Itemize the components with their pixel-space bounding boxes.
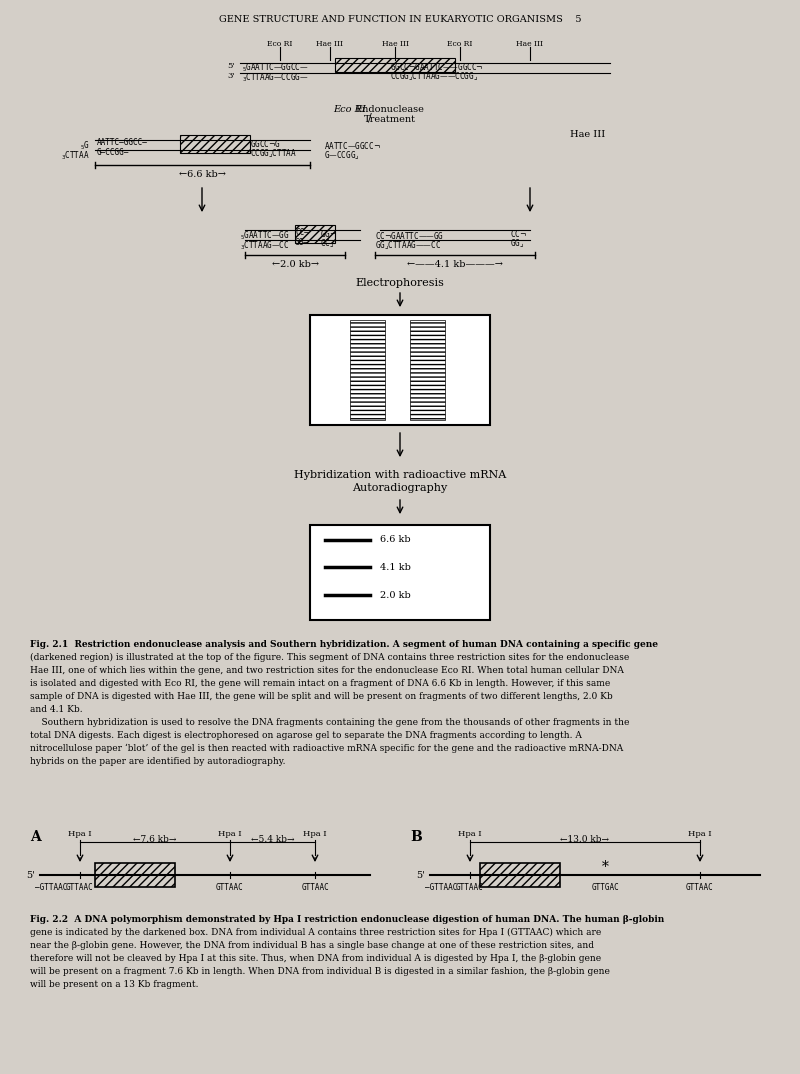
Text: will be present on a 13 Kb fragment.: will be present on a 13 Kb fragment. [30,979,198,989]
Text: CC$\neg$GAATTC——GG: CC$\neg$GAATTC——GG [375,230,444,241]
Text: ←13.0 kb→: ←13.0 kb→ [561,834,610,844]
Text: 5': 5' [416,871,425,880]
Text: GTTAAC: GTTAAC [216,883,244,892]
Text: Hae III: Hae III [517,40,543,48]
Text: Autoradiography: Autoradiography [352,483,448,493]
Text: and 4.1 Kb.: and 4.1 Kb. [30,705,82,714]
Text: B: B [410,830,422,844]
Text: Endonuclease: Endonuclease [355,105,425,114]
Text: ←6.6 kb→: ←6.6 kb→ [178,170,226,179]
Bar [410,320,445,420]
Text: Eco RI: Eco RI [334,105,366,114]
Text: G—CCGG—: G—CCGG— [97,148,130,157]
Text: 5': 5' [227,62,235,70]
Text: Fig. 2.1  Restriction endonuclease analysis and Southern hybridization. A segmen: Fig. 2.1 Restriction endonuclease analys… [30,640,658,649]
Text: gene is indicated by the darkened box. DNA from individual A contains three rest: gene is indicated by the darkened box. D… [30,928,602,938]
Text: therefore will not be cleaved by Hpa I at this site. Thus, when DNA from individ: therefore will not be cleaved by Hpa I a… [30,954,601,963]
Text: hybrids on the paper are identified by autoradiography.: hybrids on the paper are identified by a… [30,757,286,766]
Text: ←——4.1 kb———→: ←——4.1 kb———→ [407,260,503,268]
Text: GTTGAC: GTTGAC [591,883,619,892]
Text: Southern hybridization is used to resolve the DNA fragments containing the gene : Southern hybridization is used to resolv… [30,719,630,727]
Text: ←7.6 kb→: ←7.6 kb→ [134,834,177,844]
Text: GENE STRUCTURE AND FUNCTION IN EUKARYOTIC ORGANISMS    5: GENE STRUCTURE AND FUNCTION IN EUKARYOTI… [218,15,582,24]
Text: Hae III, one of which lies within the gene, and two restriction sites for the en: Hae III, one of which lies within the ge… [30,666,624,674]
Text: 6.6 kb: 6.6 kb [380,536,410,545]
Text: GTTAAC: GTTAAC [456,883,484,892]
Text: CCGG$\lrcorner$CTTAA: CCGG$\lrcorner$CTTAA [250,148,297,159]
Text: /: / [368,112,372,122]
Bar [310,525,490,620]
Text: is isolated and digested with Eco RI, the gene will remain intact on a fragment : is isolated and digested with Eco RI, th… [30,679,610,688]
Text: 3': 3' [227,72,235,79]
Text: nitrocellulose paper ‘blot’ of the gel is then reacted with radioactive mRNA spe: nitrocellulose paper ‘blot’ of the gel i… [30,744,623,753]
Text: total DNA digests. Each digest is electrophoresed on agarose gel to separate the: total DNA digests. Each digest is electr… [30,731,582,740]
Bar [480,863,560,887]
Text: CC$\neg$: CC$\neg$ [510,228,527,240]
Text: Hae III: Hae III [570,130,606,139]
Bar [310,315,490,425]
Text: $_5$GAATTC—GGCC—: $_5$GAATTC—GGCC— [242,61,309,73]
Text: CCGG$\lrcorner$CTTAAG——CCGG$\lrcorner$: CCGG$\lrcorner$CTTAAG——CCGG$\lrcorner$ [390,71,478,83]
Text: Electrophoresis: Electrophoresis [355,278,445,288]
Text: Hybridization with radioactive mRNA: Hybridization with radioactive mRNA [294,470,506,480]
Bar [180,135,250,153]
Text: GTTAAC: GTTAAC [686,883,714,892]
Text: GGCC$\neg$GAATTC——GGCC$\neg$: GGCC$\neg$GAATTC——GGCC$\neg$ [390,61,483,72]
Text: (darkened region) is illustrated at the top of the figure. This segment of DNA c: (darkened region) is illustrated at the … [30,653,630,663]
Text: Treatment: Treatment [364,115,416,124]
Text: $_5$GAATTC—GG: $_5$GAATTC—GG [240,230,290,243]
Text: 4.1 kb: 4.1 kb [380,563,411,571]
Text: G—CCGG$\lrcorner$: G—CCGG$\lrcorner$ [315,150,360,161]
Text: GG$\lrcorner$: GG$\lrcorner$ [510,238,524,249]
Text: —GTTAAC: —GTTAAC [35,883,67,892]
Text: Hae III: Hae III [317,40,343,48]
Text: $_3$CTTAAG—CCGG—: $_3$CTTAAG—CCGG— [242,71,309,84]
Text: Hpa I: Hpa I [303,830,327,838]
Text: 2.0 kb: 2.0 kb [380,591,410,599]
Text: *: * [602,860,609,874]
Text: $_5$G: $_5$G [80,140,90,153]
Text: GG$\lrcorner$CTTAAG——CC: GG$\lrcorner$CTTAAG——CC [375,240,441,251]
Text: ←2.0 kb→: ←2.0 kb→ [271,260,318,268]
Text: CC$\lrcorner$: CC$\lrcorner$ [320,238,334,249]
Text: CC—: CC— [295,228,309,237]
Text: ←5.4 kb→: ←5.4 kb→ [251,834,294,844]
Text: Hpa I: Hpa I [218,830,242,838]
Text: Eco RI: Eco RI [447,40,473,48]
Text: GG—: GG— [295,238,309,247]
Text: GGCC$\neg$G: GGCC$\neg$G [250,137,281,149]
Text: Hae III: Hae III [382,40,409,48]
Text: will be present on a fragment 7.6 Kb in length. When DNA from individual B is di: will be present on a fragment 7.6 Kb in … [30,967,610,976]
Text: Hpa I: Hpa I [458,830,482,838]
Bar [295,224,335,243]
Text: AATTC—GGCC—: AATTC—GGCC— [97,137,148,147]
Text: GTTAAC: GTTAAC [66,883,94,892]
Text: $_3$CTTAAG—CC: $_3$CTTAAG—CC [240,240,290,252]
Text: GTTAAC: GTTAAC [301,883,329,892]
Text: $_3$CTTAA: $_3$CTTAA [62,150,90,162]
Text: near the β-globin gene. However, the DNA from individual B has a single base cha: near the β-globin gene. However, the DNA… [30,941,594,950]
Bar [335,58,455,72]
Text: Eco RI: Eco RI [267,40,293,48]
Text: 5': 5' [26,871,35,880]
Text: Hpa I: Hpa I [688,830,712,838]
Text: Fig. 2.2  A DNA polymorphism demonstrated by Hpa I restriction endonuclease dige: Fig. 2.2 A DNA polymorphism demonstrated… [30,915,664,924]
Text: Hpa I: Hpa I [68,830,92,838]
Text: GG$\neg$: GG$\neg$ [320,228,337,240]
Text: —GTTAAC: —GTTAAC [425,883,458,892]
Bar [350,320,385,420]
Text: sample of DNA is digested with Hae III, the gene will be split and will be prese: sample of DNA is digested with Hae III, … [30,692,613,701]
Text: A: A [30,830,41,844]
Text: AATTC—GGCC$\neg$: AATTC—GGCC$\neg$ [315,140,381,151]
Bar [95,863,175,887]
